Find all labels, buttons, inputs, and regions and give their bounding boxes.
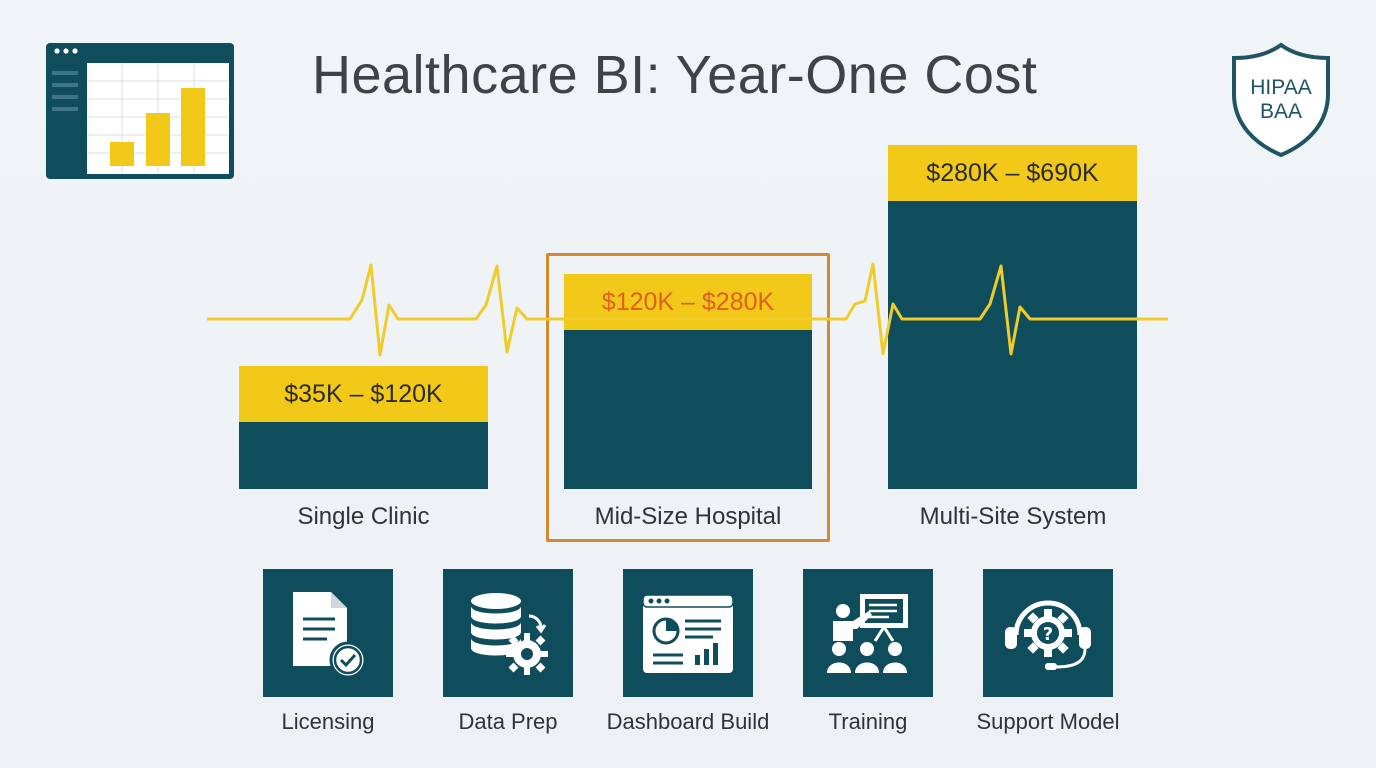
tile-licensing: [263, 569, 393, 697]
tile-support-model: ?: [983, 569, 1113, 697]
category-label-mid-size-hospital: Mid-Size Hospital: [594, 503, 782, 530]
tile-dashboard-build: [623, 569, 753, 697]
badge-line-2: BAA: [1259, 100, 1303, 123]
category-label-single-clinic: Single Clinic: [297, 503, 430, 530]
dashboard-icon: [642, 594, 734, 673]
tile-label-training: Training: [828, 709, 908, 734]
presentation-training-icon: [827, 594, 908, 673]
bar-range-label: $280K – $690K: [888, 145, 1137, 201]
bar-range-label: $35K – $120K: [239, 366, 488, 422]
badge-line-1: HIPAA: [1250, 76, 1312, 99]
database-gear-icon: [471, 593, 548, 675]
highlight-frame: [546, 253, 830, 542]
bar-mid-size-hospital: $120K – $280K: [564, 274, 812, 489]
tile-training: [803, 569, 933, 697]
shield-icon: [1232, 42, 1330, 158]
svg-text:?: ?: [1043, 624, 1053, 645]
bar-single-clinic: $35K – $120K: [239, 366, 488, 489]
tile-data-prep: [443, 569, 573, 697]
category-label-multi-site-system: Multi-Site System: [919, 503, 1107, 530]
tile-label-licensing: Licensing: [281, 709, 375, 734]
tile-label-support-model: Support Model: [976, 709, 1120, 734]
tile-label-data-prep: Data Prep: [458, 709, 558, 734]
hipaa-badge: HIPAA BAA: [1229, 42, 1333, 158]
bar-range-label: $120K – $280K: [564, 274, 812, 330]
tile-label-dashboard-build: Dashboard Build: [606, 709, 770, 734]
bar-chart-window-icon: [46, 43, 234, 179]
support-headset-icon: ?: [1005, 600, 1091, 670]
bar-multi-site-system: $280K – $690K: [888, 145, 1137, 489]
document-check-icon: [293, 592, 367, 679]
page-title: Healthcare BI: Year-One Cost: [312, 45, 1038, 105]
